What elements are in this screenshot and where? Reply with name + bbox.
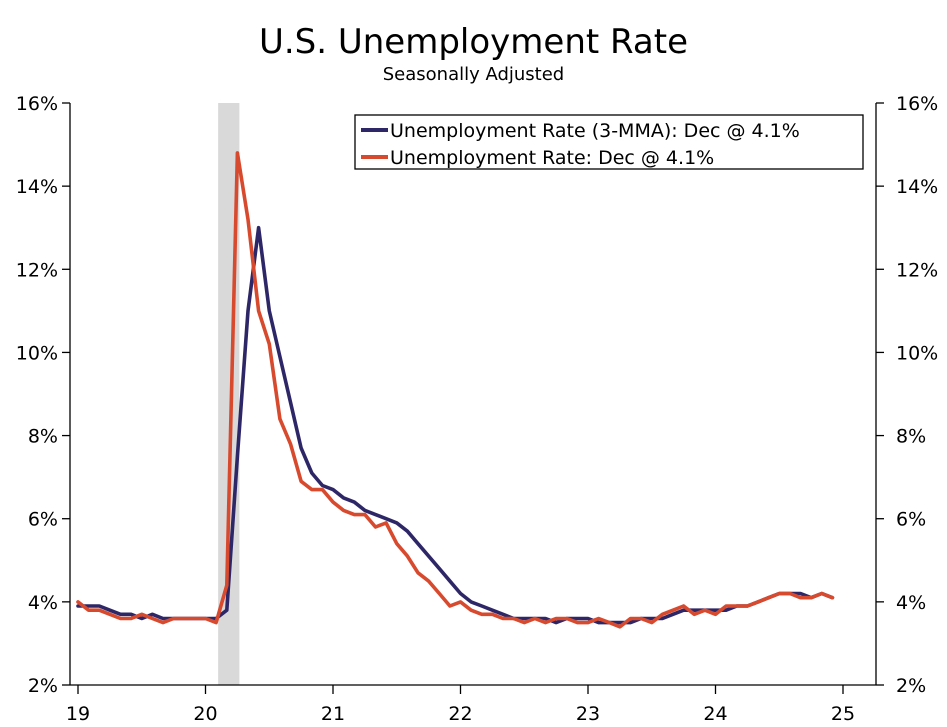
y-tick-label-right: 12% [896,259,938,281]
y-tick-label-right: 10% [896,342,938,364]
x-tick-label: 23 [576,703,600,725]
x-tick-label: 24 [703,703,727,725]
legend-box [354,114,864,170]
y-tick-label-right: 4% [896,592,926,614]
y-tick-label-left: 16% [16,93,58,115]
y-tick-label-left: 4% [28,592,58,614]
series-line-monthly [76,151,835,629]
y-tick-label-right: 16% [896,93,938,115]
x-tick-label: 22 [448,703,472,725]
y-tick-label-right: 2% [896,675,926,697]
x-tick-label: 21 [321,703,345,725]
y-tick-label-right: 14% [896,176,938,198]
y-tick-label-left: 8% [28,426,58,448]
y-tick-label-left: 2% [28,675,58,697]
chart-subtitle: Seasonally Adjusted [382,64,565,85]
legend-label: Unemployment Rate: Dec @ 4.1% [390,147,714,169]
x-tick-label: 20 [193,703,217,725]
y-tick-label-left: 10% [16,342,58,364]
x-tick-label: 19 [66,703,90,725]
y-tick-label-left: 14% [16,176,58,198]
series-line-3mma [76,225,835,625]
x-tick-label: 25 [831,703,855,725]
y-tick-label-left: 6% [28,509,58,531]
legend-label: Unemployment Rate (3-MMA): Dec @ 4.1% [390,120,800,142]
y-tick-label-left: 12% [16,259,58,281]
y-tick-label-right: 6% [896,509,926,531]
chart-title: U.S. Unemployment Rate [258,22,688,62]
y-tick-label-right: 8% [896,426,926,448]
